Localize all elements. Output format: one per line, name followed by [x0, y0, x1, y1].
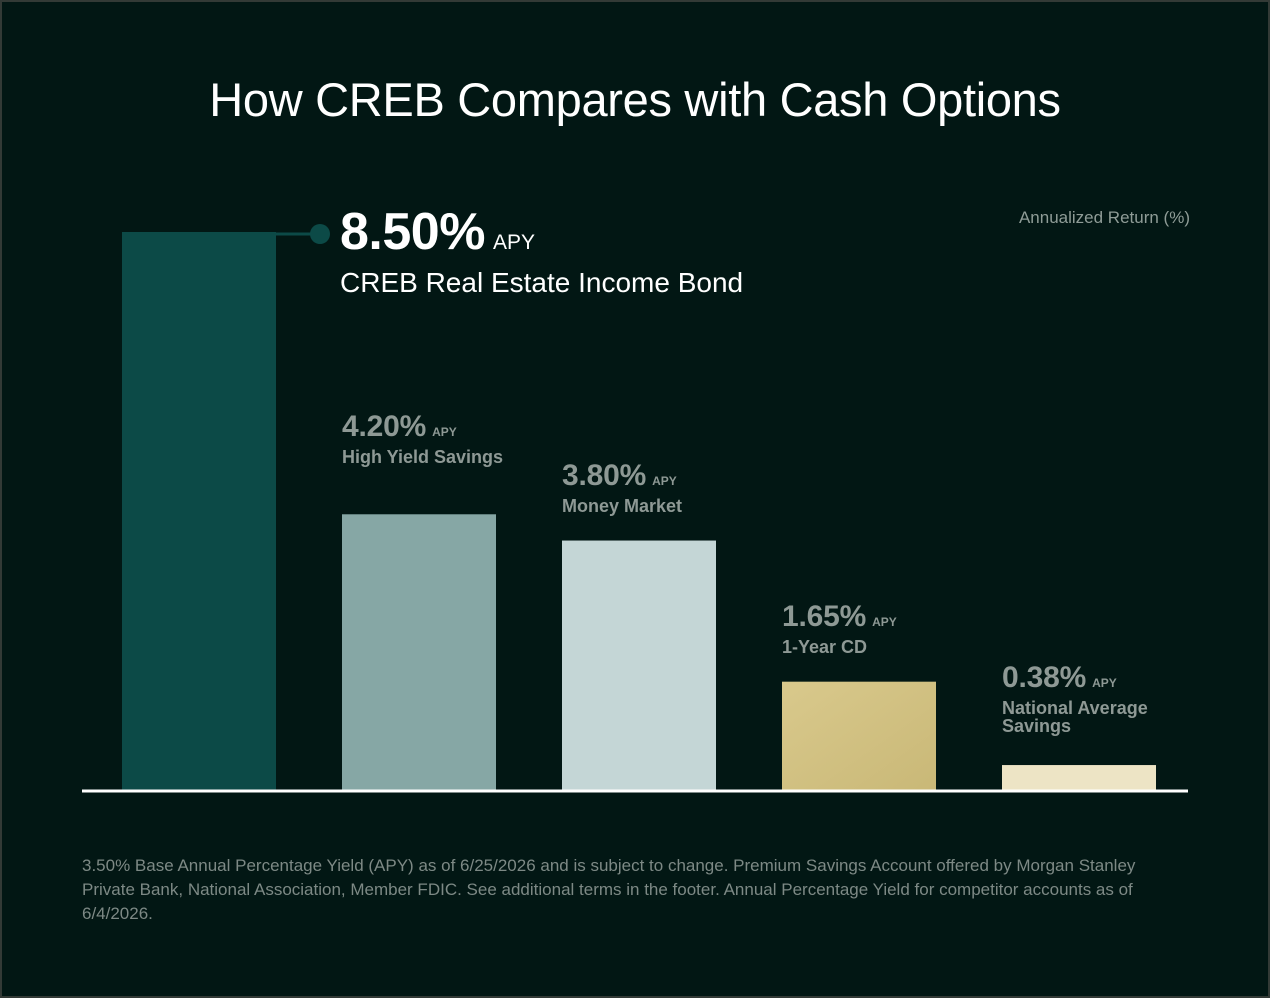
bar-3 — [782, 681, 936, 790]
apy-suffix-2: APY — [652, 473, 677, 488]
bar-4 — [1002, 765, 1156, 790]
bar-value-label-3: 1.65% — [782, 599, 867, 633]
featured-leader-dot — [310, 224, 330, 244]
footnote: 3.50% Base Annual Percentage Yield (APY)… — [82, 856, 1136, 923]
bar-value-label-0: 8.50% — [340, 203, 485, 261]
apy-suffix-3: APY — [872, 614, 897, 629]
category-label-3: 1-Year CD — [782, 636, 868, 657]
apy-suffix-4: APY — [1092, 676, 1117, 691]
bar-0 — [122, 232, 276, 790]
apy-suffix-1: APY — [432, 425, 457, 440]
bar-value-label-2: 3.80% — [562, 458, 647, 492]
bar-label-2: 3.80% APY Money Market — [562, 459, 682, 515]
bar-value-label-1: 4.20% — [342, 410, 427, 444]
bar-2 — [562, 540, 716, 790]
bar-value-label-4: 0.38% — [1002, 661, 1087, 695]
category-label-4: National Average Savings — [1002, 698, 1148, 737]
apy-suffix-0: APY — [492, 231, 535, 254]
bar-label-4: 0.38% APY National Average Savings — [1002, 661, 1148, 735]
bar-label-0: 8.50% APY CREB Real Estate Income Bond — [340, 202, 743, 298]
category-label-2: Money Market — [562, 495, 683, 516]
bar-label-1: 4.20% APY High Yield Savings — [342, 410, 503, 466]
bar-1 — [342, 514, 496, 790]
chart-title: How CREB Compares with Cash Options — [209, 73, 1061, 126]
category-label-0: CREB Real Estate Income Bond — [340, 267, 744, 298]
y-axis-label: Annualized Return (%) — [1018, 208, 1190, 227]
bar-label-3: 1.65% APY 1-Year CD — [782, 600, 897, 656]
bar-chart — [82, 224, 1188, 793]
category-label-1: High Yield Savings — [342, 447, 504, 468]
